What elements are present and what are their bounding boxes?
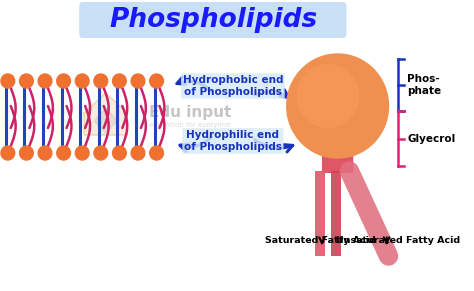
Circle shape <box>1 74 15 88</box>
Circle shape <box>57 146 71 160</box>
Polygon shape <box>331 171 340 256</box>
Polygon shape <box>94 108 118 133</box>
Text: education for everyone: education for everyone <box>149 122 230 128</box>
Circle shape <box>1 146 15 160</box>
Circle shape <box>131 74 145 88</box>
Text: Glyecrol: Glyecrol <box>407 134 456 143</box>
Text: Saturated Fatty Acid: Saturated Fatty Acid <box>264 236 375 245</box>
Polygon shape <box>315 171 325 256</box>
Text: Hydrophobic end
of Phospholipids: Hydrophobic end of Phospholipids <box>182 75 283 97</box>
Text: Hydrophilic end
of Phospholipids: Hydrophilic end of Phospholipids <box>184 130 282 152</box>
Circle shape <box>150 146 164 160</box>
Text: Phospholipids: Phospholipids <box>109 7 318 33</box>
Circle shape <box>131 146 145 160</box>
FancyBboxPatch shape <box>79 2 346 38</box>
Circle shape <box>112 74 126 88</box>
Circle shape <box>297 65 358 127</box>
Circle shape <box>112 146 126 160</box>
Text: Phos-
phate: Phos- phate <box>407 74 441 96</box>
Circle shape <box>19 74 33 88</box>
Text: Unsaturated Fatty Acid: Unsaturated Fatty Acid <box>336 236 460 245</box>
Circle shape <box>38 146 52 160</box>
FancyBboxPatch shape <box>322 146 353 173</box>
Circle shape <box>150 74 164 88</box>
Polygon shape <box>84 93 127 135</box>
Circle shape <box>57 74 71 88</box>
Circle shape <box>19 146 33 160</box>
Circle shape <box>75 74 89 88</box>
Circle shape <box>94 146 108 160</box>
Circle shape <box>38 74 52 88</box>
Text: Edu input: Edu input <box>149 106 231 120</box>
Circle shape <box>75 146 89 160</box>
Circle shape <box>287 54 389 158</box>
Circle shape <box>94 74 108 88</box>
